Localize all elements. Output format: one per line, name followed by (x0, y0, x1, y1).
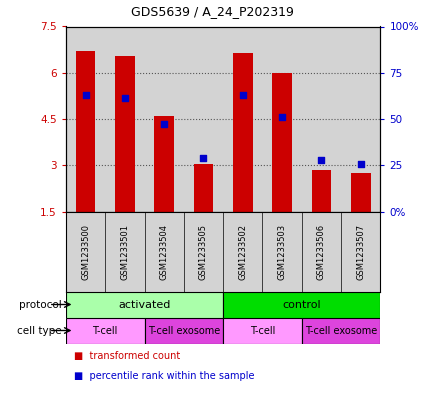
Point (200, 154, 207, 161)
Text: activated: activated (118, 299, 171, 310)
Point (122, 95, 128, 101)
Text: cell type: cell type (17, 325, 62, 336)
Text: T-cell exosome: T-cell exosome (148, 325, 220, 336)
Text: control: control (283, 299, 321, 310)
Text: GSM1233503: GSM1233503 (278, 224, 286, 279)
Bar (223, 292, 380, 318)
Text: GSM1233501: GSM1233501 (120, 224, 129, 279)
Bar (66, 318, 144, 343)
Text: T-cell: T-cell (93, 325, 118, 336)
Text: GSM1233507: GSM1233507 (356, 224, 365, 279)
Text: T-cell: T-cell (250, 325, 275, 336)
Text: protocol: protocol (19, 299, 62, 310)
Point (357, 161, 364, 167)
Bar (154, 116, 174, 211)
Bar (312, 170, 331, 211)
Text: GSM1233504: GSM1233504 (160, 224, 169, 279)
Bar (66, 292, 223, 318)
Bar (115, 56, 135, 211)
Point (279, 114, 286, 120)
Text: GDS5639 / A_24_P202319: GDS5639 / A_24_P202319 (131, 5, 294, 18)
Text: ■  percentile rank within the sample: ■ percentile rank within the sample (74, 371, 255, 381)
Bar (302, 318, 380, 343)
Text: T-cell exosome: T-cell exosome (305, 325, 377, 336)
Bar (272, 73, 292, 211)
Bar (76, 51, 95, 211)
Point (161, 121, 167, 127)
Text: GSM1233502: GSM1233502 (238, 224, 247, 279)
Bar (223, 318, 302, 343)
Text: GSM1233506: GSM1233506 (317, 224, 326, 279)
Bar (233, 53, 252, 211)
Point (82, 92, 89, 98)
Text: ■  transformed count: ■ transformed count (74, 351, 181, 361)
Bar (194, 164, 213, 211)
Text: GSM1233500: GSM1233500 (81, 224, 90, 279)
Text: GSM1233505: GSM1233505 (199, 224, 208, 279)
Point (318, 156, 325, 163)
Bar (351, 173, 371, 211)
Point (239, 92, 246, 98)
Bar (144, 318, 223, 343)
